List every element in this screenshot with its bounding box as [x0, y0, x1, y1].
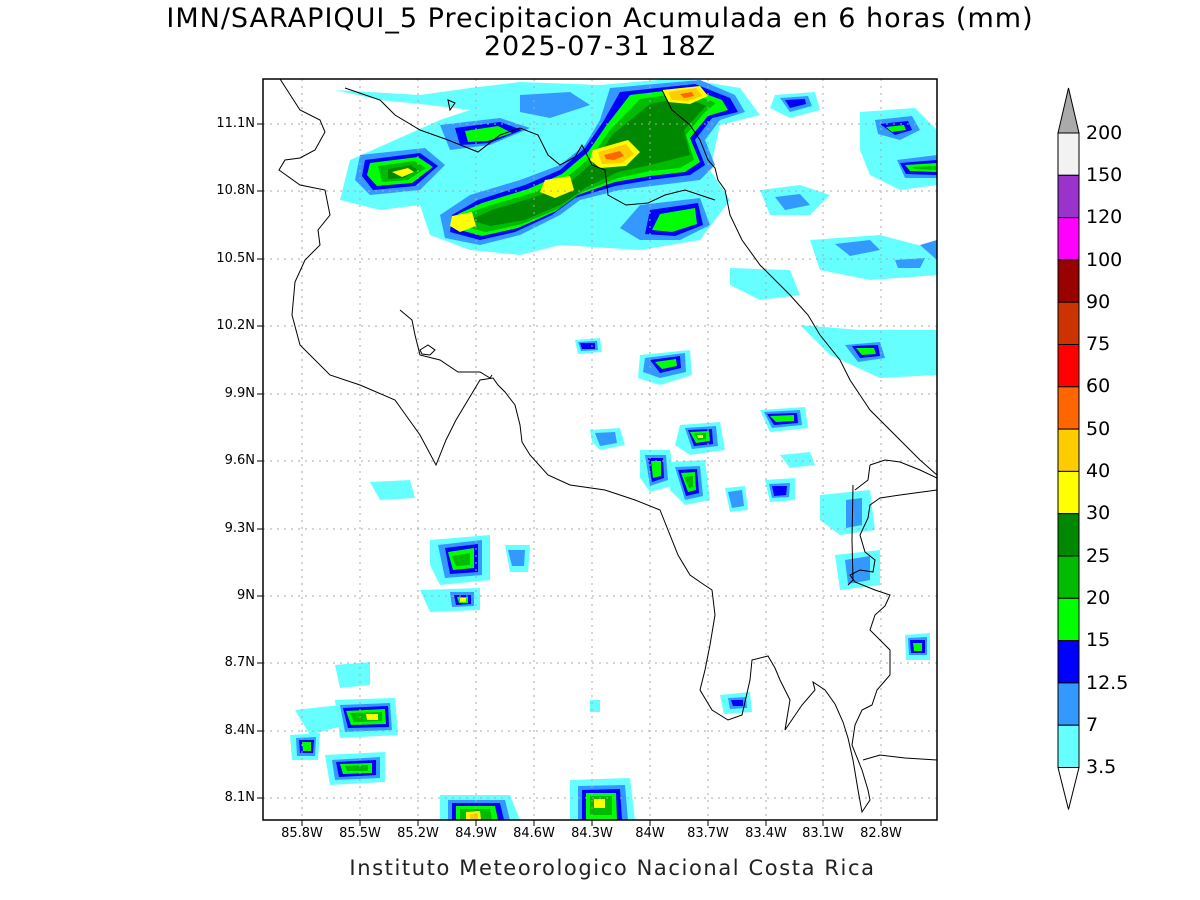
map-title: IMN/SARAPIQUI_5 Precipitacion Acumulada … — [166, 3, 1034, 34]
colorbar-over-triangle — [1057, 87, 1080, 134]
colorbar-swatch-6 — [1057, 386, 1080, 430]
colorbar-swatch-7 — [1057, 428, 1080, 472]
gridlines — [263, 79, 937, 820]
lon-label-82.8w: 82.8W — [860, 826, 902, 841]
plot-frame — [262, 78, 938, 821]
lat-label-8.1n: 8.1N — [224, 790, 255, 805]
colorbar-label-60: 60 — [1086, 375, 1111, 397]
colorbar-label-25: 25 — [1086, 545, 1111, 567]
colorbar-label-20: 20 — [1086, 587, 1111, 609]
colorbar-label-120: 120 — [1086, 206, 1123, 228]
colorbar-swatch-1 — [1057, 174, 1080, 219]
colorbar-label-40: 40 — [1086, 460, 1111, 482]
colorbar-label-3.5: 3.5 — [1086, 756, 1117, 778]
lon-label-84w: 84W — [635, 826, 665, 841]
lat-label-9.3n: 9.3N — [224, 521, 255, 536]
colorbar — [1057, 87, 1080, 810]
colorbar-label-15: 15 — [1086, 629, 1111, 651]
colorbar-swatch-8 — [1057, 470, 1080, 515]
map-date: 2025-07-31 18Z — [483, 31, 717, 62]
colorbar-swatch-3 — [1057, 259, 1080, 303]
coastlines — [278, 79, 937, 814]
colorbar-label-150: 150 — [1086, 164, 1123, 186]
lat-label-8.7n: 8.7N — [224, 655, 255, 670]
colorbar-swatch-14 — [1057, 724, 1080, 769]
colorbar-swatch-13 — [1057, 682, 1080, 726]
precip-field — [290, 79, 937, 820]
colorbar-label-12.5: 12.5 — [1086, 672, 1129, 694]
colorbar-swatch-0 — [1057, 132, 1080, 176]
colorbar-label-90: 90 — [1086, 291, 1111, 313]
colorbar-swatch-2 — [1057, 217, 1080, 261]
lon-label-83.4w: 83.4W — [745, 826, 787, 841]
lat-label-10.8n: 10.8N — [216, 183, 255, 198]
colorbar-swatch-9 — [1057, 513, 1080, 557]
colorbar-label-7: 7 — [1086, 714, 1099, 736]
lat-label-9.6n: 9.6N — [224, 453, 255, 468]
colorbar-swatch-11 — [1057, 597, 1080, 642]
lat-label-10.2n: 10.2N — [216, 318, 255, 333]
lat-label-10.5n: 10.5N — [216, 251, 255, 266]
lon-label-85.8w: 85.8W — [281, 826, 323, 841]
lat-label-9.9n: 9.9N — [224, 386, 255, 401]
lon-label-85.5w: 85.5W — [339, 826, 381, 841]
colorbar-label-30: 30 — [1086, 502, 1111, 524]
colorbar-swatch-10 — [1057, 555, 1080, 599]
lon-label-84.6w: 84.6W — [513, 826, 555, 841]
lon-label-85.2w: 85.2W — [397, 826, 439, 841]
credit-text: Instituto Meteorologico Nacional Costa R… — [349, 856, 876, 880]
lon-label-84.3w: 84.3W — [571, 826, 613, 841]
lat-label-8.4n: 8.4N — [224, 723, 255, 738]
lon-label-83.7w: 83.7W — [687, 826, 729, 841]
colorbar-swatch-4 — [1057, 301, 1080, 346]
colorbar-label-200: 200 — [1086, 122, 1123, 144]
colorbar-under-triangle — [1057, 767, 1080, 810]
colorbar-label-50: 50 — [1086, 418, 1111, 440]
lat-label-9n: 9N — [237, 588, 255, 603]
colorbar-swatch-12 — [1057, 640, 1080, 684]
lon-label-84.9w: 84.9W — [455, 826, 497, 841]
colorbar-swatch-5 — [1057, 344, 1080, 388]
lat-label-11.1n: 11.1N — [216, 116, 255, 131]
lon-label-83.1w: 83.1W — [802, 826, 844, 841]
colorbar-label-100: 100 — [1086, 249, 1123, 271]
colorbar-label-75: 75 — [1086, 333, 1111, 355]
